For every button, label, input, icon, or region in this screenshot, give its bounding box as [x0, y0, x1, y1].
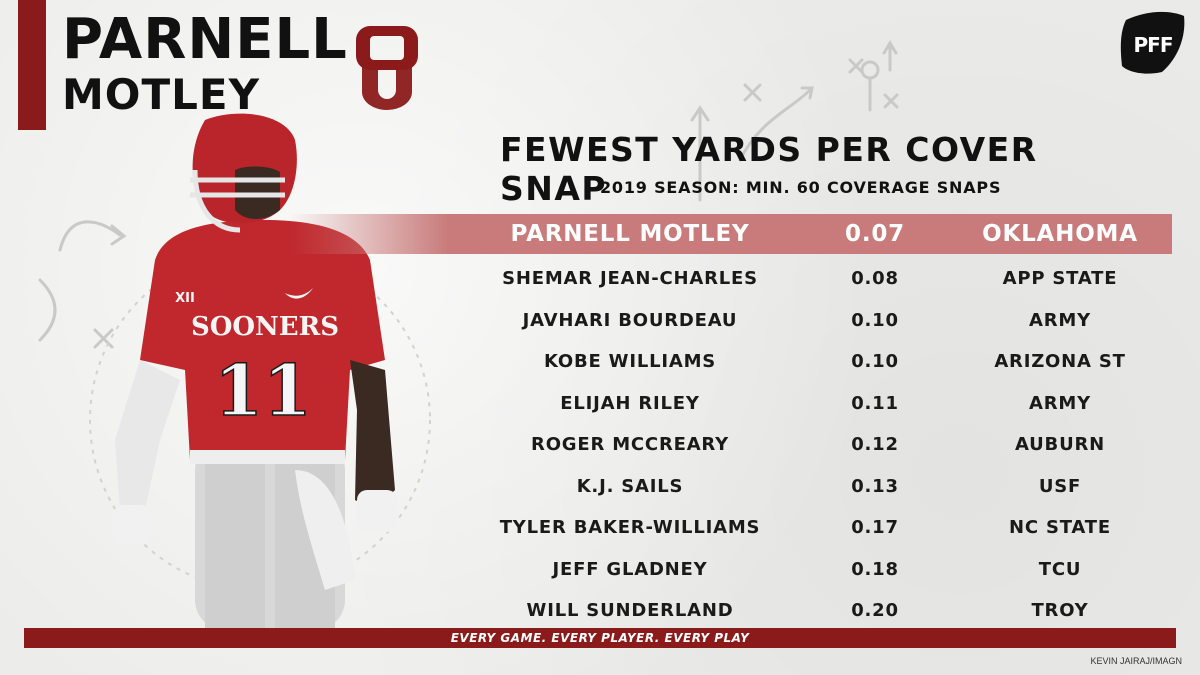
accent-bar: [18, 0, 46, 130]
table-row-highlight: PARNELL MOTLEY 0.07 OKLAHOMA: [290, 214, 1172, 254]
yards-per-cover-snap: 0.10: [851, 351, 899, 372]
table-row: TYLER BAKER-WILLIAMS 0.17 NC STATE: [0, 507, 1200, 548]
team-name: NC STATE: [1009, 517, 1111, 538]
conference-mark: XII: [175, 291, 195, 306]
table-row: JAVHARI BOURDEAU 0.10 ARMY: [0, 300, 1200, 341]
yards-per-cover-snap: 0.10: [851, 310, 899, 331]
team-name: TROY: [1031, 600, 1089, 621]
player-name: PARNELL MOTLEY: [510, 221, 750, 247]
player-first-name: PARNELL: [62, 7, 348, 72]
player-photo: SOONERS 11 XII: [113, 113, 397, 630]
player-name: ELIJAH RILEY: [560, 393, 700, 414]
pff-logo-text: PFF: [1134, 33, 1173, 57]
table-row: SHEMAR JEAN-CHARLES 0.08 APP STATE: [0, 258, 1200, 299]
team-name: ARIZONA ST: [994, 351, 1126, 372]
table-row: ROGER MCCREARY 0.12 AUBURN: [0, 424, 1200, 465]
player-name: ROGER MCCREARY: [531, 434, 729, 455]
team-name: AUBURN: [1014, 434, 1106, 455]
team-name: USF: [1038, 476, 1082, 497]
jersey-number: 11: [214, 349, 311, 432]
player-last-name: MOTLEY: [62, 70, 261, 119]
yards-per-cover-snap: 0.07: [845, 221, 905, 247]
yards-per-cover-snap: 0.12: [851, 434, 899, 455]
player-name: JAVHARI BOURDEAU: [522, 310, 738, 331]
ou-logo: [356, 26, 418, 110]
table-row: WILL SUNDERLAND 0.20 TROY: [0, 590, 1200, 631]
team-name: OKLAHOMA: [982, 221, 1138, 247]
chart-subtitle: 2019 SEASON: MIN. 60 COVERAGE SNAPS: [600, 178, 1002, 197]
player-name-title: PARNELL MOTLEY: [62, 12, 348, 116]
table-row: JEFF GLADNEY 0.18 TCU: [0, 549, 1200, 590]
jersey-text: SOONERS: [191, 312, 339, 342]
table-row: KOBE WILLIAMS 0.10 ARIZONA ST: [0, 341, 1200, 382]
player-name: JEFF GLADNEY: [552, 559, 708, 580]
table-row: K.J. SAILS 0.13 USF: [0, 466, 1200, 507]
yards-per-cover-snap: 0.13: [851, 476, 899, 497]
nike-swoosh: [285, 288, 313, 299]
team-name: APP STATE: [1002, 268, 1118, 289]
yards-per-cover-snap: 0.18: [851, 559, 899, 580]
team-name: ARMY: [1029, 393, 1091, 414]
yards-per-cover-snap: 0.17: [851, 517, 899, 538]
yards-per-cover-snap: 0.20: [851, 600, 899, 621]
yards-per-cover-snap: 0.11: [851, 393, 899, 414]
team-name: TCU: [1038, 559, 1082, 580]
chart-title: FEWEST YARDS PER COVER SNAP: [500, 130, 1038, 208]
player-name: K.J. SAILS: [576, 476, 684, 497]
footer-tagline-bar: EVERY GAME. EVERY PLAYER. EVERY PLAY: [24, 628, 1176, 648]
yards-per-cover-snap: 0.08: [851, 268, 899, 289]
player-name: WILL SUNDERLAND: [526, 600, 734, 621]
player-name: TYLER BAKER-WILLIAMS: [499, 517, 761, 538]
team-name: ARMY: [1029, 310, 1091, 331]
pff-logo: PFF: [1120, 11, 1185, 74]
player-name: SHEMAR JEAN-CHARLES: [502, 268, 758, 289]
photo-credit: KEVIN JAIRAJ/IMAGN: [1090, 656, 1182, 666]
table-row: ELIJAH RILEY 0.11 ARMY: [0, 383, 1200, 424]
player-name: KOBE WILLIAMS: [543, 351, 717, 372]
